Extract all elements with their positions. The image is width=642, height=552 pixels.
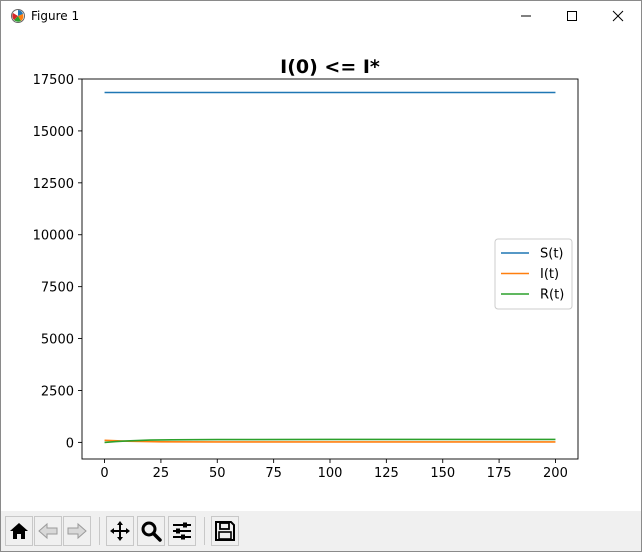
pan-button[interactable] bbox=[106, 516, 134, 546]
legend-label: I(t) bbox=[540, 267, 559, 282]
line-chart: I(0) <= I* 0 25 50 75 100 125 150 175 200 0 2500 500… bbox=[33, 56, 579, 481]
pan-icon bbox=[110, 521, 130, 541]
close-button[interactable] bbox=[595, 1, 641, 31]
x-tick-label: 25 bbox=[153, 466, 170, 481]
window-title: Figure 1 bbox=[31, 9, 80, 23]
matplotlib-icon bbox=[11, 9, 25, 23]
forward-button[interactable] bbox=[63, 516, 91, 546]
zoom-button[interactable] bbox=[137, 516, 165, 546]
back-icon bbox=[38, 522, 58, 540]
y-tick-label: 17500 bbox=[33, 73, 74, 88]
x-tick-label: 125 bbox=[374, 466, 399, 481]
legend-box bbox=[494, 238, 573, 310]
legend-label: R(t) bbox=[540, 288, 564, 303]
configure-subplots-icon bbox=[173, 522, 191, 540]
maximize-icon bbox=[567, 11, 577, 21]
zoom-icon bbox=[141, 521, 162, 542]
save-icon bbox=[215, 521, 235, 541]
home-icon bbox=[10, 523, 28, 539]
y-tick-label: 12500 bbox=[33, 177, 74, 192]
forward-icon bbox=[67, 522, 87, 540]
title-bar[interactable]: Figure 1 bbox=[1, 1, 641, 31]
navigation-toolbar bbox=[1, 511, 641, 551]
y-tick-label: 15000 bbox=[33, 125, 74, 140]
chart-title: I(0) <= I* bbox=[280, 56, 380, 78]
configure-subplots-button[interactable] bbox=[168, 516, 196, 546]
y-tick-label: 0 bbox=[66, 436, 74, 451]
x-tick-label: 75 bbox=[265, 466, 282, 481]
maximize-button[interactable] bbox=[549, 1, 595, 31]
legend-label: S(t) bbox=[540, 247, 564, 262]
toolbar-separator bbox=[204, 517, 205, 545]
x-tick-label: 200 bbox=[543, 466, 568, 481]
home-button[interactable] bbox=[5, 516, 33, 546]
save-button[interactable] bbox=[211, 516, 239, 546]
y-tick-label: 10000 bbox=[33, 229, 74, 244]
x-tick-label: 150 bbox=[430, 466, 455, 481]
x-tick-label: 50 bbox=[209, 466, 226, 481]
y-tick-label: 5000 bbox=[41, 333, 74, 348]
minimize-button[interactable] bbox=[503, 1, 549, 31]
series-line-r-t bbox=[104, 438, 556, 444]
x-tick-label: 175 bbox=[487, 466, 512, 481]
minimize-icon bbox=[521, 15, 531, 17]
toolbar-separator bbox=[99, 517, 100, 545]
close-icon bbox=[612, 10, 624, 22]
y-tick-label: 2500 bbox=[41, 384, 74, 399]
x-tick-label: 0 bbox=[100, 466, 108, 481]
back-button[interactable] bbox=[34, 516, 62, 546]
x-tick-label: 100 bbox=[318, 466, 343, 481]
plot-canvas[interactable]: I(0) <= I* 0 25 50 75 100 125 150 175 200 0 2500 500… bbox=[1, 31, 641, 509]
y-tick-label: 7500 bbox=[41, 281, 74, 296]
